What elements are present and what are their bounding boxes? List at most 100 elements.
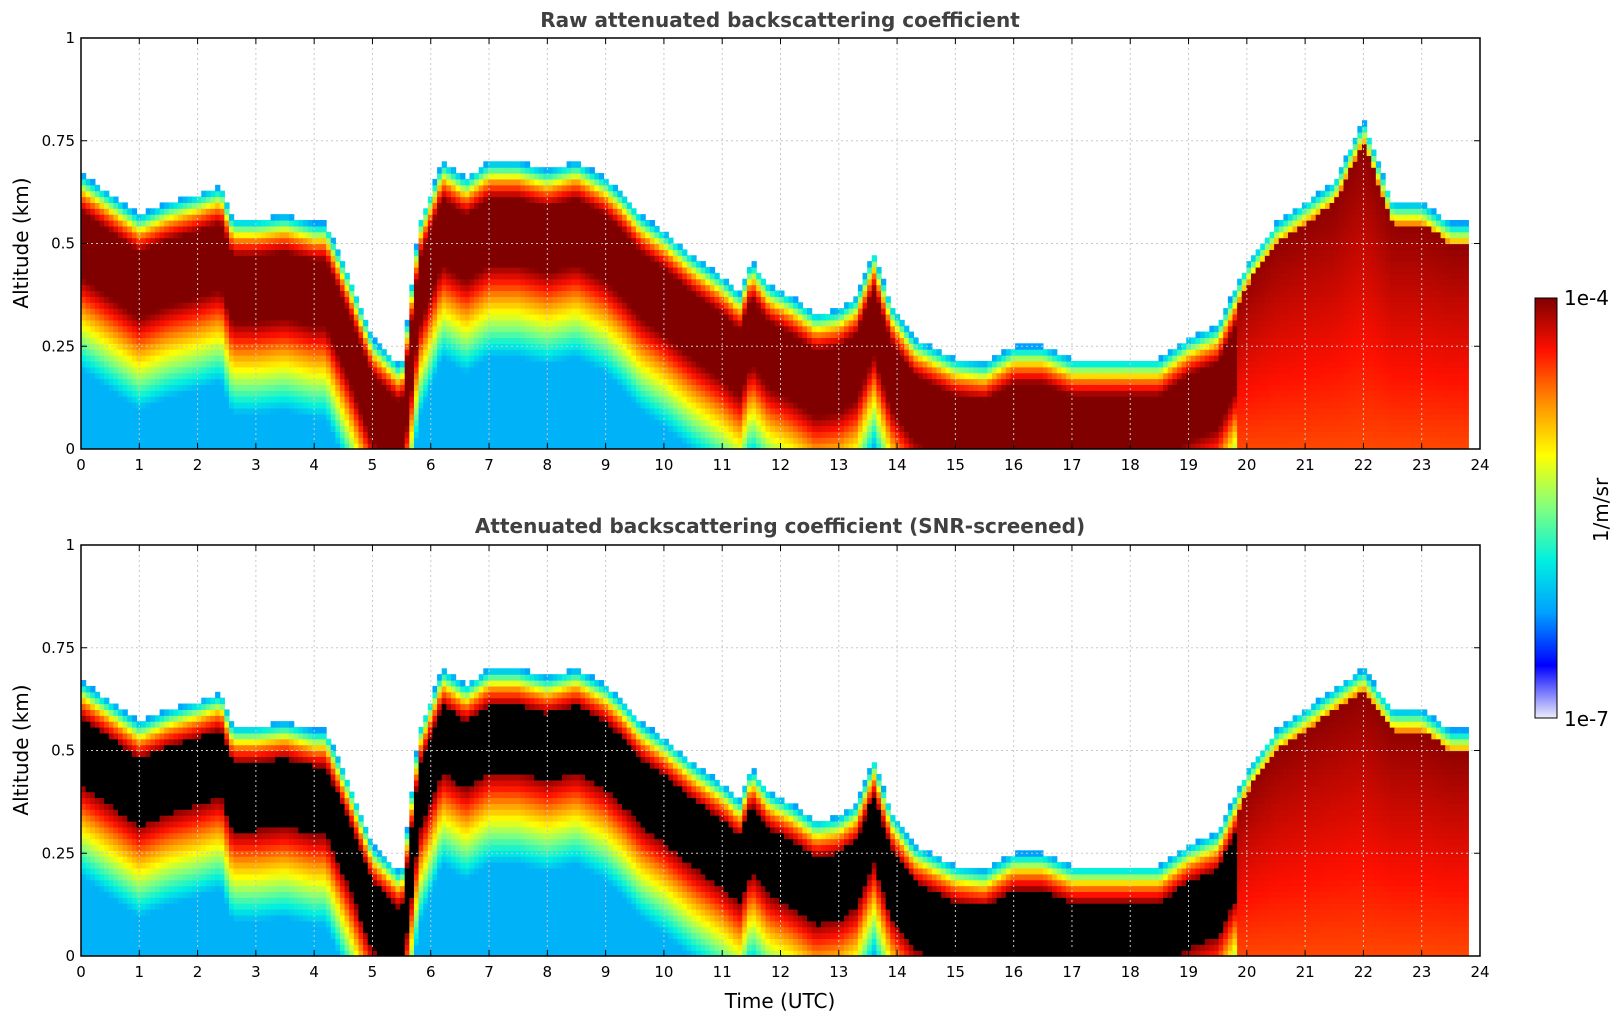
heatmap-cell [487,261,494,268]
heatmap-cell [548,378,554,386]
heatmap-cell [215,413,221,421]
heatmap-cell [635,343,642,350]
heatmap-cell [617,355,623,362]
heatmap-cell [534,366,540,374]
heatmap-cell [307,413,313,421]
heatmap-cell [450,384,457,391]
heatmap-cell [145,255,151,262]
heatmap-cell [233,407,239,415]
heatmap-cell [617,360,623,368]
heatmap-cell [557,437,563,444]
heatmap-cell [321,437,327,444]
heatmap-cell [131,331,138,339]
heatmap-cell [543,278,549,286]
heatmap-cell [557,337,563,344]
heatmap-cell [524,290,531,297]
heatmap-cell [228,255,235,262]
heatmap-cell [164,214,170,221]
heatmap-cell [478,331,484,339]
heatmap-cell [455,413,461,421]
heatmap-cell [210,396,216,403]
heatmap-cell [247,261,253,268]
heatmap-cell [552,355,558,362]
heatmap-cell [645,360,651,368]
heatmap-cell [640,419,646,427]
heatmap-cell [219,349,225,356]
heatmap-cell [81,284,87,292]
heatmap-cell [390,431,397,438]
heatmap-cell [520,196,526,203]
heatmap-cell [622,407,628,415]
heatmap-cell [460,272,466,280]
heatmap-cell [460,337,466,344]
heatmap-cell [242,249,249,256]
heatmap-cell [247,220,253,227]
heatmap-cell [307,231,313,239]
heatmap-cell [506,167,512,174]
heatmap-cell [85,402,91,409]
heatmap-cell [85,237,91,245]
heatmap-cell [85,255,91,262]
heatmap-cell [474,437,480,444]
heatmap-cell [515,396,521,403]
heatmap-cell [94,313,101,321]
heatmap-cell [154,225,161,233]
heatmap-cell [104,243,110,250]
heatmap-cell [501,255,508,262]
heatmap-cell [622,278,628,286]
heatmap-cell [145,437,151,444]
heatmap-cell [413,431,420,438]
heatmap-cell [201,425,207,432]
heatmap-cell [418,325,424,333]
heatmap-cell [353,355,360,362]
heatmap-cell [196,431,202,438]
heatmap-cell [418,331,424,339]
heatmap-cell [585,243,591,250]
heatmap-cell [90,272,96,280]
heatmap-cell [492,261,498,268]
heatmap-cell [524,178,531,186]
heatmap-cell [418,313,424,321]
heatmap-cell [85,366,91,374]
heatmap-cell [376,402,383,409]
heatmap-cell [367,355,373,362]
heatmap-cell [270,214,276,221]
heatmap-cell [168,413,175,421]
heatmap-cell [469,249,475,256]
heatmap-cell [381,366,387,374]
heatmap-cell [353,443,360,449]
heatmap-cell [474,425,480,432]
heatmap-cell [529,337,535,344]
heatmap-cell [141,378,147,386]
heatmap-cell [594,384,600,391]
heatmap-cell [284,284,290,292]
heatmap-cell [561,266,568,274]
heatmap-cell [233,360,239,368]
heatmap-cell [478,319,484,327]
heatmap-cell [210,407,216,415]
heatmap-cell [446,355,452,362]
heatmap-cell [131,208,138,215]
heatmap-cell [483,372,489,380]
heatmap-cell [136,337,142,344]
heatmap-cell [571,396,577,403]
heatmap-cell [557,325,563,333]
heatmap-cell [344,384,350,391]
heatmap-cell [612,349,619,356]
heatmap-cell [191,243,198,250]
heatmap-cell [557,384,563,391]
heatmap-cell [390,407,397,415]
heatmap-cell [571,308,577,315]
heatmap-cell [127,419,133,427]
heatmap-cell [631,308,637,315]
heatmap-cell [474,290,480,297]
heatmap-cell [358,313,364,321]
heatmap-cell [279,255,286,262]
heatmap-cell [94,407,101,415]
heatmap-cell [612,325,619,333]
heatmap-cell [94,249,101,256]
heatmap-cell [131,325,138,333]
heatmap-cell [215,390,221,397]
heatmap-cell [261,302,267,309]
heatmap-cell [404,378,410,386]
